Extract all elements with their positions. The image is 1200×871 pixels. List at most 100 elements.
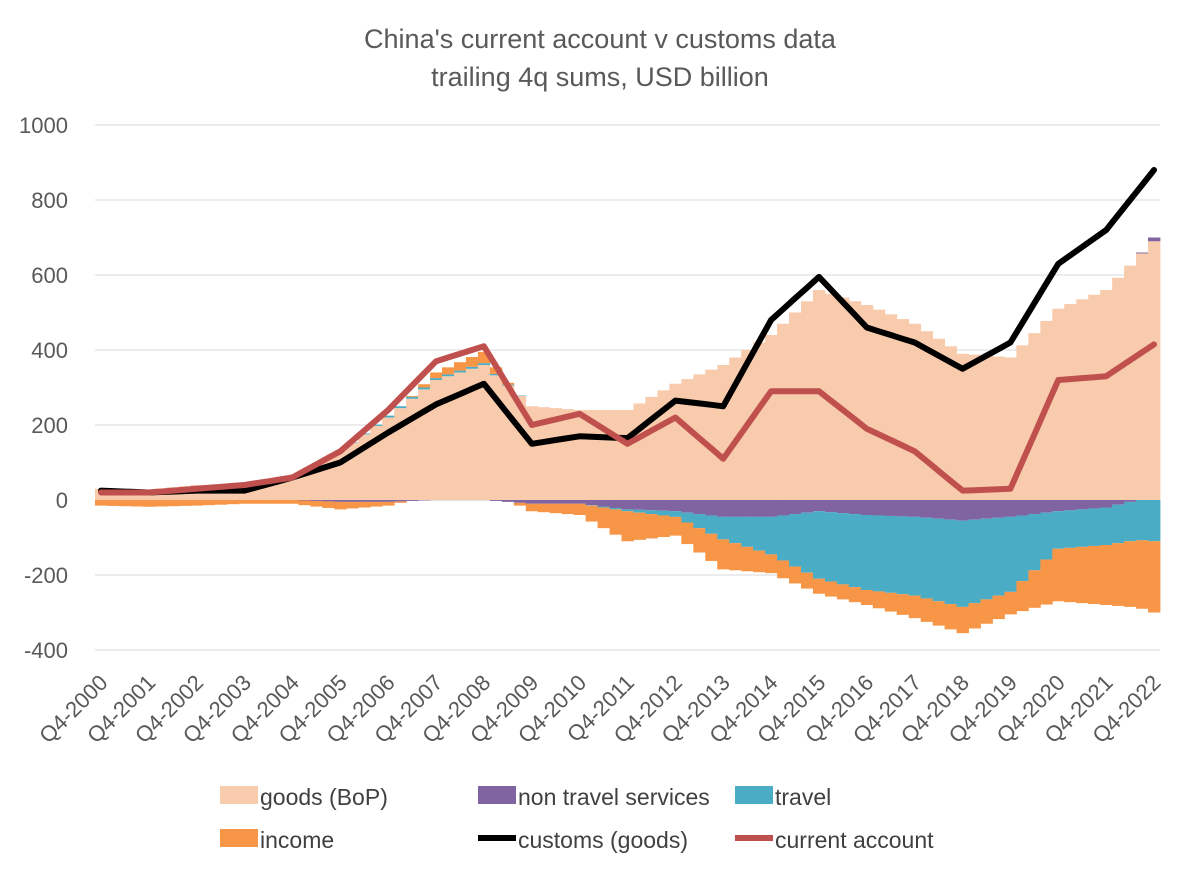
bar-income	[370, 501, 383, 507]
bar-income	[238, 500, 251, 504]
legend-label: current account	[775, 827, 934, 853]
bar-goods-bop-	[274, 480, 287, 500]
bar-goods-bop-	[549, 408, 563, 500]
bar-travel	[824, 512, 838, 582]
bar-income	[1124, 541, 1137, 607]
bar-income	[908, 595, 922, 619]
bar-travel	[1076, 509, 1089, 547]
bar-goods-bop-	[992, 356, 1005, 500]
bar-travel	[489, 373, 503, 376]
bar-travel	[430, 378, 443, 380]
bar-non-travel-services	[944, 500, 957, 520]
legend-swatch	[478, 786, 516, 804]
bar-non-travel-services	[525, 500, 539, 504]
stacked-bars	[95, 237, 1161, 634]
bar-goods-bop-	[298, 472, 311, 500]
bar-non-travel-services	[1016, 500, 1029, 516]
y-tick-label: 800	[31, 188, 68, 213]
bar-travel	[1016, 515, 1029, 582]
bar-income	[190, 500, 204, 506]
bar-income	[872, 591, 886, 609]
bar-income	[920, 598, 934, 622]
bar-income	[693, 528, 706, 553]
bar-non-travel-services	[920, 500, 934, 518]
bar-goods-bop-	[669, 383, 682, 500]
bar-non-travel-services	[1040, 500, 1053, 513]
bar-income	[310, 500, 323, 507]
bar-income	[106, 500, 120, 506]
bar-income	[549, 503, 563, 514]
bar-travel	[848, 514, 862, 588]
bar-non-travel-services	[310, 500, 323, 501]
bar-travel	[382, 415, 395, 418]
bar-income	[418, 384, 431, 388]
bar-travel	[1028, 514, 1041, 571]
bar-travel	[1052, 511, 1065, 549]
bar-travel	[836, 513, 850, 585]
bar-non-travel-services	[693, 500, 706, 515]
bar-goods-bop-	[394, 408, 407, 500]
bar-goods-bop-	[848, 301, 862, 500]
bar-non-travel-services	[406, 500, 419, 501]
bar-income	[573, 503, 587, 515]
bar-goods-bop-	[1028, 333, 1041, 500]
bar-income	[992, 595, 1005, 620]
bar-goods-bop-	[621, 410, 634, 500]
bar-non-travel-services	[609, 500, 622, 508]
bar-travel	[597, 506, 610, 508]
bar-income	[968, 603, 981, 629]
bar-non-travel-services	[980, 500, 993, 519]
bar-income	[442, 367, 455, 375]
bar-travel	[992, 517, 1005, 596]
bar-income	[358, 501, 371, 508]
chart-subtitle: trailing 4q sums, USD billion	[431, 62, 769, 92]
bar-travel	[777, 515, 790, 561]
bar-goods-bop-	[872, 309, 886, 500]
bar-travel	[741, 516, 754, 547]
bar-travel	[669, 511, 682, 517]
bar-income	[741, 546, 754, 572]
bar-income	[166, 500, 180, 507]
bar-income	[657, 515, 670, 538]
bar-goods-bop-	[1076, 299, 1089, 500]
y-tick-label: 600	[31, 263, 68, 288]
bar-income	[944, 604, 957, 630]
bar-income	[1040, 559, 1053, 605]
bar-goods-bop-	[717, 365, 730, 500]
bar-travel	[801, 512, 814, 573]
bar-goods-bop-	[465, 368, 479, 500]
bar-non-travel-services	[956, 500, 969, 521]
bar-income	[621, 511, 634, 542]
bar-income	[1136, 540, 1149, 609]
bar-non-travel-services	[789, 500, 802, 515]
bar-income	[1064, 547, 1077, 603]
bar-non-travel-services	[322, 500, 335, 502]
bar-income	[585, 505, 598, 522]
bar-non-travel-services	[836, 500, 850, 514]
bar-income	[609, 509, 622, 535]
bar-goods-bop-	[1004, 357, 1017, 500]
bar-travel	[1100, 507, 1113, 545]
bar-income	[406, 395, 419, 397]
bar-income	[142, 500, 156, 507]
bar-income	[789, 566, 802, 584]
bar-income	[1148, 541, 1161, 613]
bar-non-travel-services	[597, 500, 610, 507]
bar-non-travel-services	[621, 500, 634, 510]
bar-goods-bop-	[777, 323, 790, 500]
bar-income	[801, 572, 814, 589]
bar-travel	[406, 396, 419, 399]
y-tick-label: 400	[31, 338, 68, 363]
bar-non-travel-services	[1112, 500, 1125, 505]
bar-income	[884, 592, 898, 612]
bar-income	[896, 594, 910, 615]
bar-non-travel-services	[382, 500, 395, 502]
bar-travel	[932, 518, 946, 602]
bar-income	[178, 500, 192, 506]
bar-goods-bop-	[765, 335, 778, 500]
legend-swatch	[220, 829, 258, 847]
bar-travel	[693, 514, 706, 529]
bar-income	[1100, 545, 1113, 605]
bar-income	[1016, 581, 1029, 612]
